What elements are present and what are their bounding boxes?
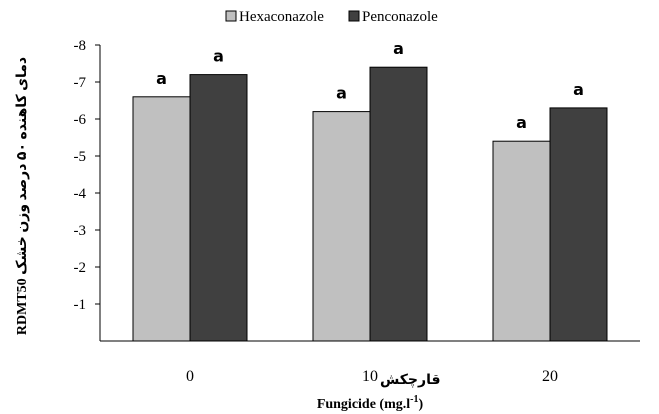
x-tick-label: 0 [186,368,194,385]
x-tick-label: 20 [542,368,558,385]
x-axis-title: Fungicide (mg.l-1) [317,394,424,412]
y-axis-title: RDMT50 دمای کاهنده ۵۰ درصد وزن خشک [15,57,30,335]
legend-label: Hexaconazole [239,9,324,25]
bar [369,66,428,342]
legend-swatch [348,10,360,22]
significance-label: a [573,80,584,99]
y-tick-label: -5 [74,149,87,165]
bar [492,140,551,342]
legend-swatch [225,10,237,22]
bar [132,96,191,342]
y-tick-label: -8 [74,38,87,54]
bar [549,107,608,342]
y-tick-label: -7 [74,75,87,91]
bars: a a a a a a [132,39,608,342]
significance-label: a [336,84,347,103]
significance-label: a [156,69,167,88]
y-tick-label: -1 [74,297,87,313]
y-tick-label: -3 [74,223,87,239]
legend: Hexaconazole Penconazole [225,9,438,25]
x-tick-label: 10 [362,368,378,385]
significance-label: a [393,39,404,58]
x-axis: 0 10 20 قارچکش [100,340,640,388]
significance-label: a [213,47,224,66]
significance-label: a [516,113,527,132]
bar [189,74,248,342]
x-category-annotation: قارچکش [380,373,441,388]
y-axis: -8 -7 -6 -5 -4 -3 -2 -1 [74,38,101,341]
legend-label: Penconazole [362,9,438,25]
bar [312,111,371,342]
y-tick-label: -4 [74,186,87,202]
y-tick-label: -2 [74,260,87,276]
y-tick-label: -6 [74,112,87,128]
